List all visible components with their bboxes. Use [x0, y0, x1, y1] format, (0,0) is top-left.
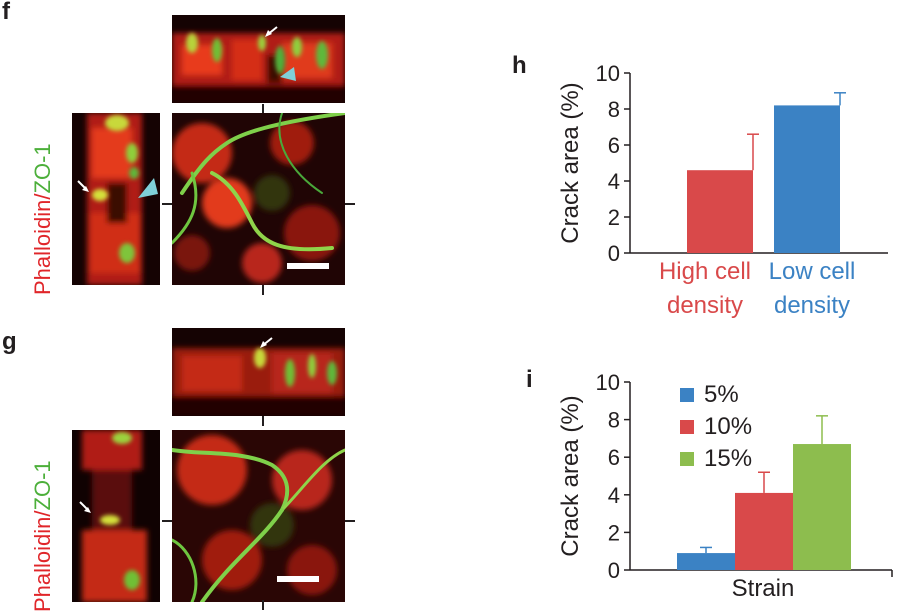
microscopy-xz-view-f — [172, 15, 345, 103]
stain-label-g: Phalloidin/ZO-1 — [30, 460, 56, 612]
label-separator: / — [30, 510, 55, 517]
stain-label-f: Phalloidin/ZO-1 — [30, 143, 56, 295]
scale-bar — [287, 263, 329, 269]
bar — [735, 492, 793, 570]
arrow-head-icon — [82, 186, 89, 192]
arrow-head-icon — [265, 30, 272, 37]
panel-letter-h: h — [512, 52, 527, 79]
y-tick-label: 0 — [608, 558, 620, 583]
tick-mark — [162, 203, 172, 205]
cyan-arrowhead-icon — [138, 178, 158, 198]
legend-label: 10% — [704, 413, 752, 440]
y-tick-label: 10 — [596, 61, 620, 86]
bar — [793, 444, 851, 570]
tick-mark — [262, 285, 264, 295]
zo1-label: ZO-1 — [30, 143, 55, 194]
phalloidin-label: Phalloidin — [30, 199, 55, 295]
panel-letter-i: i — [526, 366, 533, 393]
legend-swatch — [680, 452, 694, 466]
y-tick-label: 0 — [608, 241, 620, 266]
x-category-label: Low cell — [769, 258, 856, 285]
tick-mark — [262, 600, 264, 610]
bar-chart-h: 0 2 4 6 8 10 Crack area (%) High cell density Low… — [557, 61, 888, 319]
panel-letter-f: f — [2, 0, 10, 25]
bar — [677, 553, 735, 570]
y-tick-label: 8 — [608, 408, 620, 433]
microscopy-yz-view-f — [72, 113, 160, 285]
legend-swatch — [680, 388, 694, 402]
tick-mark — [262, 416, 264, 426]
y-tick-label: 2 — [608, 205, 620, 230]
microscopy-xz-view-g — [172, 328, 345, 416]
x-category-label: density — [774, 292, 850, 319]
arrow-head-icon — [260, 341, 267, 348]
y-axis-label: Crack area (%) — [557, 395, 584, 556]
legend-swatch — [680, 420, 694, 434]
x-category-label: density — [667, 292, 743, 319]
arrow-head-icon — [84, 507, 91, 513]
y-tick-label: 2 — [608, 520, 620, 545]
y-tick-label: 10 — [596, 370, 620, 395]
tick-mark — [262, 104, 264, 114]
microscopy-yz-view-g — [72, 430, 160, 602]
phalloidin-label: Phalloidin — [30, 516, 55, 612]
y-tick-label: 8 — [608, 97, 620, 122]
legend-label: 15% — [704, 445, 752, 472]
y-tick-label: 4 — [608, 483, 620, 508]
bar-chart-i: 0 2 4 6 8 10 Crack area (%) Strain 5% 10% 15% — [557, 370, 893, 602]
microscopy-xy-view-g — [172, 430, 345, 602]
bar — [687, 170, 753, 253]
x-category-label: High cell — [659, 258, 751, 285]
y-axis-label: Crack area (%) — [557, 82, 584, 243]
legend-label: 5% — [704, 381, 739, 408]
zo1-label: ZO-1 — [30, 460, 55, 511]
bar — [774, 105, 840, 254]
label-separator: / — [30, 193, 55, 200]
y-tick-label: 4 — [608, 169, 620, 194]
scale-bar — [277, 576, 319, 582]
y-tick-label: 6 — [608, 133, 620, 158]
tick-mark — [162, 520, 172, 522]
y-tick-label: 6 — [608, 445, 620, 470]
tick-mark — [345, 520, 355, 522]
microscopy-xy-view-f — [172, 113, 345, 285]
x-axis-label: Strain — [732, 575, 795, 602]
tick-mark — [345, 203, 355, 205]
panel-letter-g: g — [2, 328, 17, 355]
cyan-arrowhead-icon — [280, 67, 296, 81]
